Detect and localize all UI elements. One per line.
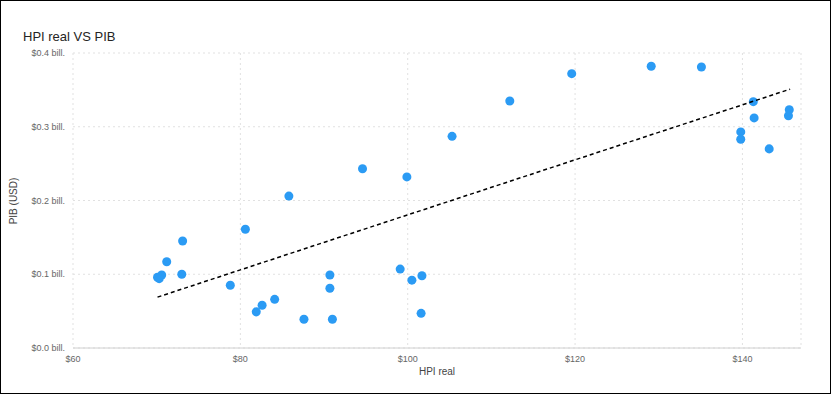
svg-text:$0.2 bill.: $0.2 bill. (31, 196, 65, 206)
html-text:PIB (USD): PIB (USD) (7, 177, 19, 225)
svg-text:$80: $80 (233, 354, 248, 364)
svg-text:$0.1 bill.: $0.1 bill. (31, 269, 65, 279)
svg-text:$120: $120 (565, 354, 585, 364)
svg-text:$140: $140 (732, 354, 752, 364)
svg-text:$0.4 bill.: $0.4 bill. (31, 48, 65, 58)
svg-text:$100: $100 (398, 354, 418, 364)
html-text:HPI real VS PIB: HPI real VS PIB (23, 29, 116, 44)
svg-text:$0.0 bill.: $0.0 bill. (31, 343, 65, 353)
svg-text:$0.3 bill.: $0.3 bill. (31, 122, 65, 132)
svg-text:$60: $60 (65, 354, 80, 364)
html-text:HPI real: HPI real (418, 365, 456, 377)
